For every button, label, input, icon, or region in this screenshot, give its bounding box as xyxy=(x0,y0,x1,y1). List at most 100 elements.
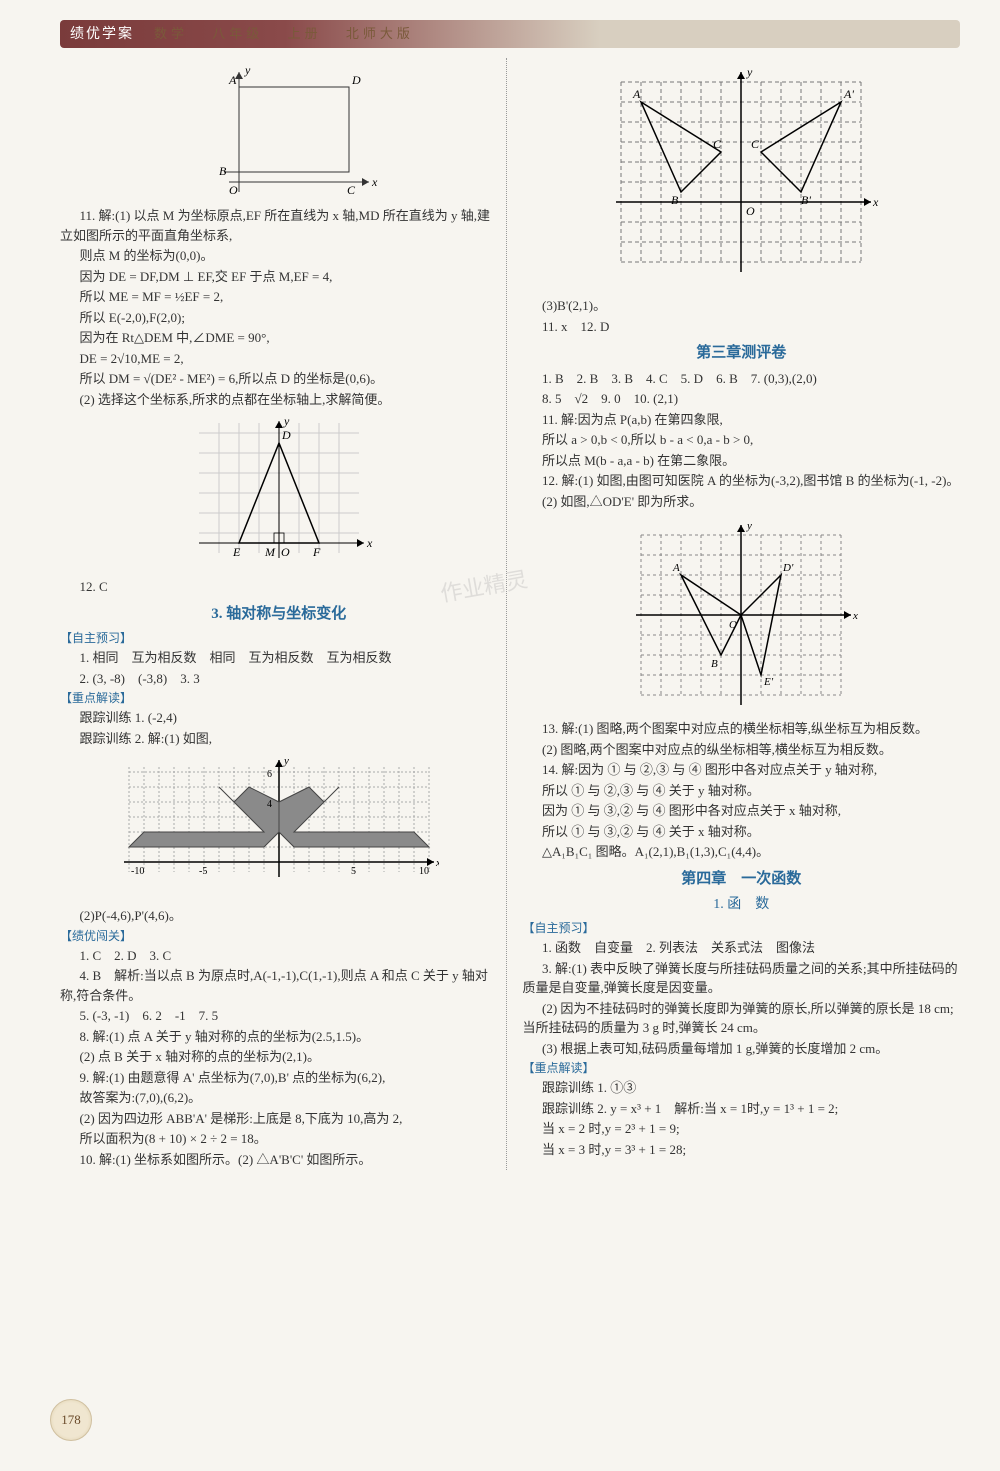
svg-text:D: D xyxy=(281,428,291,442)
text: 13. 解:(1) 图略,两个图案中对应点的横坐标相等,纵坐标互为相反数。 xyxy=(523,719,961,739)
svg-text:4: 4 xyxy=(267,799,272,810)
text: DE = 2√10,ME = 2, xyxy=(60,349,498,369)
text: 12. 解:(1) 如图,由图可知医院 A 的坐标为(-3,2),图书馆 B 的… xyxy=(523,471,961,491)
text: 2. (3, -8) (-3,8) 3. 3 xyxy=(60,669,498,689)
svg-text:x: x xyxy=(366,536,373,550)
svg-text:x: x xyxy=(852,610,858,622)
text: 跟踪训练 1. (-2,4) xyxy=(60,708,498,728)
figure-mirror-shape: -10 -5 5 10 6 4 x y xyxy=(119,752,439,902)
text: 当 x = 3 时,y = 3³ + 1 = 28; xyxy=(523,1140,961,1160)
text: 则点 M 的坐标为(0,0)。 xyxy=(60,246,498,266)
svg-text:A: A xyxy=(228,73,237,87)
text: 因为在 Rt△DEM 中,∠DME = 90°, xyxy=(60,328,498,348)
svg-text:A: A xyxy=(632,87,641,101)
svg-text:O: O xyxy=(229,183,238,197)
text: (3) 根据上表可知,砝码质量每增加 1 g,弹簧的长度增加 2 cm。 xyxy=(523,1039,961,1059)
svg-text:-10: -10 xyxy=(131,866,144,877)
text: 11. x 12. D xyxy=(523,317,961,337)
figure-abc-mirror: A A' B B' C C' O x y xyxy=(601,62,881,292)
svg-text:O: O xyxy=(281,545,290,559)
tag: 【重点解读】 xyxy=(60,689,498,707)
text: 1. C 2. D 3. C xyxy=(60,946,498,966)
text: (2) 点 B 关于 x 轴对称的点的坐标为(2,1)。 xyxy=(60,1047,498,1067)
text: 12. C xyxy=(60,577,498,597)
text: 所以 DM = √(DE² - ME²) = 6,所以点 D 的坐标是(0,6)… xyxy=(60,369,498,389)
text: 跟踪训练 1. ①③ xyxy=(523,1078,961,1098)
test-title: 第三章测评卷 xyxy=(523,342,961,365)
text: 故答案为:(7,0),(6,2)。 xyxy=(60,1088,498,1108)
text: 所以 ① 与 ②,③ 与 ④ 关于 y 轴对称。 xyxy=(523,781,961,801)
svg-text:y: y xyxy=(746,520,752,532)
svg-text:D: D xyxy=(351,73,361,87)
text: (3)B'(2,1)。 xyxy=(523,296,961,316)
svg-text:y: y xyxy=(244,63,251,77)
svg-text:x: x xyxy=(435,857,439,869)
text: 3. 解:(1) 表中反映了弹簧长度与所挂砝码质量之间的关系;其中所挂砝码的质量… xyxy=(523,959,961,998)
svg-text:D': D' xyxy=(782,562,794,574)
text: (2) 选择这个坐标系,所求的点都在坐标轴上,求解简便。 xyxy=(60,390,498,410)
svg-text:A: A xyxy=(672,562,680,574)
svg-text:6: 6 xyxy=(267,769,272,780)
svg-text:C: C xyxy=(713,137,722,151)
text: 11. 解:因为点 P(a,b) 在第四象限, xyxy=(523,410,961,430)
svg-text:A': A' xyxy=(843,87,854,101)
chapter4-sub: 1. 函 数 xyxy=(523,894,961,915)
text: 所以 ME = MF = ½EF = 2, xyxy=(60,287,498,307)
text: 4. B 解析:当以点 B 为原点时,A(-1,-1),C(1,-1),则点 A… xyxy=(60,966,498,1005)
svg-text:B: B xyxy=(219,164,227,178)
svg-text:B: B xyxy=(711,658,718,670)
text: 所以面积为(8 + 10) × 2 ÷ 2 = 18。 xyxy=(60,1129,498,1149)
page-number: 178 xyxy=(50,1399,92,1441)
svg-text:C': C' xyxy=(751,137,762,151)
chapter4-title: 第四章 一次函数 xyxy=(523,868,961,891)
svg-text:F: F xyxy=(312,545,321,559)
header-meta: 数学 八年级 上册 北师大版 xyxy=(154,24,414,44)
text: (2) 如图,△OD'E' 即为所求。 xyxy=(523,492,961,512)
text: 1. 相同 互为相反数 相同 互为相反数 互为相反数 xyxy=(60,648,498,668)
text: 跟踪训练 2. 解:(1) 如图, xyxy=(60,729,498,749)
text: (2) 因为四边形 ABB'A' 是梯形:上底是 8,下底为 10,高为 2, xyxy=(60,1109,498,1129)
tag: 【绩优闯关】 xyxy=(60,927,498,945)
svg-text:B': B' xyxy=(801,193,811,207)
text: 14. 解:因为 ① 与 ②,③ 与 ④ 图形中各对应点关于 y 轴对称, xyxy=(523,760,961,780)
text: 10. 解:(1) 坐标系如图所示。(2) △A'B'C' 如图所示。 xyxy=(60,1150,498,1170)
text: 所以点 M(b - a,a - b) 在第二象限。 xyxy=(523,451,961,471)
svg-text:y: y xyxy=(283,755,289,767)
text: 1. B 2. B 3. B 4. C 5. D 6. B 7. (0,3),(… xyxy=(523,369,961,389)
svg-text:M: M xyxy=(264,545,276,559)
text: 11. 解:(1) 以点 M 为坐标原点,EF 所在直线为 x 轴,MD 所在直… xyxy=(60,206,498,245)
svg-text:y: y xyxy=(283,414,290,428)
tag: 【重点解读】 xyxy=(523,1059,961,1077)
svg-text:y: y xyxy=(746,65,753,79)
svg-text:E': E' xyxy=(763,676,774,688)
text: △A₁B₁C₁ 图略。A₁(2,1),B₁(1,3),C₁(4,4)。 xyxy=(523,842,961,862)
text: 9. 解:(1) 由题意得 A' 点坐标为(7,0),B' 点的坐标为(6,2)… xyxy=(60,1068,498,1088)
text: (2)P(-4,6),P'(4,6)。 xyxy=(60,906,498,926)
tag: 【自主预习】 xyxy=(60,629,498,647)
text: 所以 ① 与 ③,② 与 ④ 关于 x 轴对称。 xyxy=(523,822,961,842)
page-header: 绩优学案 数学 八年级 上册 北师大版 xyxy=(60,20,960,48)
tag: 【自主预习】 xyxy=(523,919,961,937)
figure-abcd: A D B O C x y xyxy=(179,62,379,202)
text: 5. (-3, -1) 6. 2 -1 7. 5 xyxy=(60,1006,498,1026)
svg-text:B: B xyxy=(671,193,679,207)
text: 1. 函数 自变量 2. 列表法 关系式法 图像法 xyxy=(523,938,961,958)
text: 所以 E(-2,0),F(2,0); xyxy=(60,308,498,328)
brand: 绩优学案 xyxy=(70,24,134,45)
svg-text:O: O xyxy=(746,204,755,218)
text: (2) 图略,两个图案中对应点的纵坐标相等,横坐标互为相反数。 xyxy=(523,740,961,760)
text: 因为 DE = DF,DM ⊥ EF,交 EF 于点 M,EF = 4, xyxy=(60,267,498,287)
svg-text:x: x xyxy=(371,175,378,189)
text: 跟踪训练 2. y = x³ + 1 解析:当 x = 1时,y = 1³ + … xyxy=(523,1099,961,1119)
svg-text:-5: -5 xyxy=(199,866,207,877)
svg-text:x: x xyxy=(872,195,879,209)
text: 当 x = 2 时,y = 2³ + 1 = 9; xyxy=(523,1119,961,1139)
figure-def: D E M O F x y xyxy=(179,413,379,573)
text: 8. 解:(1) 点 A 关于 y 轴对称的点的坐标为(2.5,1.5)。 xyxy=(60,1027,498,1047)
right-column: A A' B B' C C' O x y (3)B'(2,1)。 11. x 1… xyxy=(515,58,961,1170)
section-title: 3. 轴对称与坐标变化 xyxy=(60,603,498,626)
text: 因为 ① 与 ③,② 与 ④ 图形中各对应点关于 x 轴对称, xyxy=(523,801,961,821)
text: 所以 a > 0,b < 0,所以 b - a < 0,a - b > 0, xyxy=(523,430,961,450)
svg-text:10: 10 xyxy=(419,866,429,877)
text: 8. 5 √2 9. 0 10. (2,1) xyxy=(523,389,961,409)
